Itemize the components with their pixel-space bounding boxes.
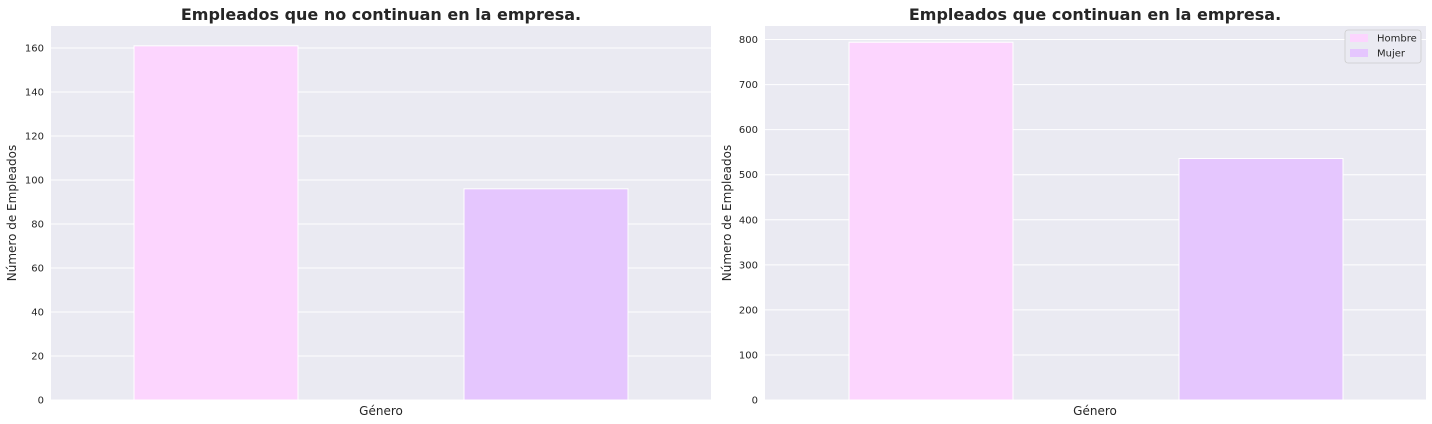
y-tick-label: 120: [25, 132, 44, 143]
y-tick-label: 800: [739, 35, 758, 46]
bar-mujer: [1178, 157, 1344, 401]
y-tick-labels: 0 20 40 60 80 100 120 140 160: [25, 44, 44, 407]
x-axis-label: Género: [1073, 404, 1117, 418]
chart-right: 0 100 200 300 400 500 600 700 800 Empleados que …: [720, 5, 1426, 418]
x-axis-label: Género: [359, 404, 403, 418]
chart-left: 0 20 40 60 80 100 120 140 160 Empleados que no c…: [5, 5, 711, 418]
chart-title: Empleados que continuan en la empresa.: [909, 5, 1281, 24]
y-tick-label: 400: [739, 215, 758, 226]
y-tick-label: 20: [31, 352, 44, 363]
legend-swatch-hombre: [1350, 34, 1368, 42]
y-tick-label: 600: [739, 125, 758, 136]
y-axis-label: Número de Empleados: [5, 145, 19, 281]
y-tick-label: 60: [31, 264, 44, 275]
y-tick-label: 80: [31, 220, 44, 231]
y-tick-labels: 0 100 200 300 400 500 600 700 800: [739, 35, 758, 406]
y-tick-label: 200: [739, 305, 758, 316]
y-tick-label: 100: [739, 350, 758, 361]
legend-label-hombre: Hombre: [1377, 34, 1417, 45]
y-tick-label: 700: [739, 80, 758, 91]
bars: [848, 41, 1344, 401]
bar-hombre: [133, 45, 299, 401]
legend-label-mujer: Mujer: [1377, 49, 1406, 60]
y-tick-label: 0: [38, 396, 44, 407]
y-tick-label: 140: [25, 88, 44, 99]
y-tick-label: 100: [25, 176, 44, 187]
y-tick-label: 500: [739, 170, 758, 181]
y-tick-label: 300: [739, 260, 758, 271]
legend-swatch-mujer: [1350, 49, 1368, 57]
bars: [133, 45, 629, 401]
y-tick-label: 160: [25, 44, 44, 55]
y-tick-label: 40: [31, 308, 44, 319]
legend: Hombre Mujer: [1344, 29, 1422, 64]
chart-title: Empleados que no continuan en la empresa…: [181, 5, 581, 24]
bar-mujer: [463, 188, 629, 401]
y-tick-label: 0: [752, 396, 758, 407]
y-axis-label: Número de Empleados: [720, 145, 734, 281]
bar-hombre: [848, 41, 1014, 401]
